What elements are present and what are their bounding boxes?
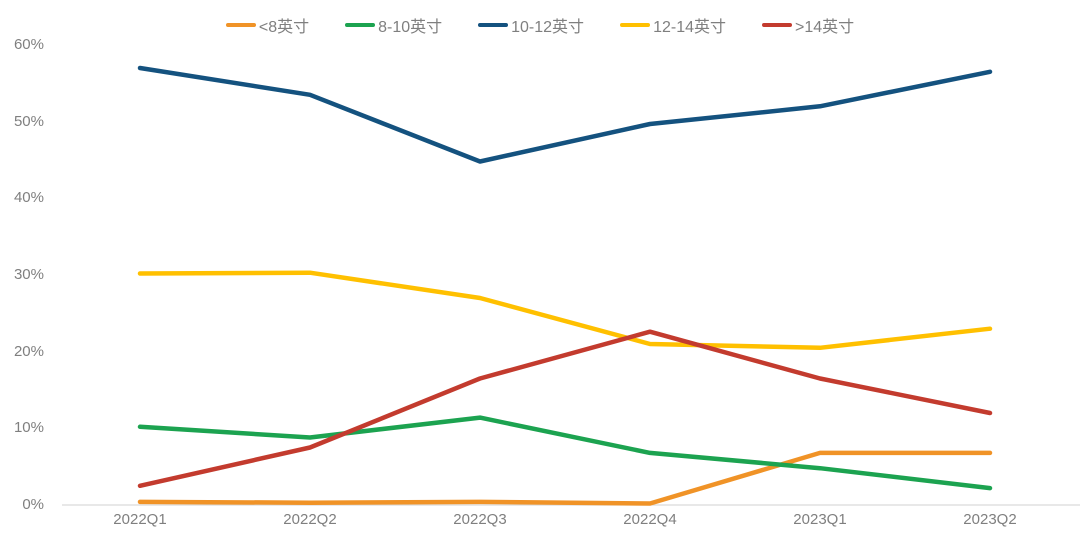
y-axis-tick: 10%	[13, 419, 44, 437]
legend-item-3: 12-14英寸	[620, 13, 726, 37]
x-axis-label: 2023Q1	[793, 511, 847, 528]
legend-swatch-icon	[620, 22, 651, 28]
x-axis-label: 2022Q1	[113, 511, 167, 528]
legend-item-1: 8-10英寸	[345, 13, 442, 37]
y-axis-tick: 20%	[13, 342, 44, 360]
series-line-2	[137, 65, 993, 164]
legend-label: 10-12英寸	[511, 19, 585, 36]
legend-label: <8英寸	[258, 19, 310, 36]
legend-label: >14英寸	[795, 19, 855, 36]
x-axis-label: 2023Q2	[963, 511, 1017, 528]
x-axis-label: 2022Q3	[453, 511, 507, 528]
x-axis-label: 2022Q2	[283, 511, 337, 528]
y-axis-tick: 50%	[13, 112, 44, 130]
legend-item-4: >14英寸	[762, 13, 854, 37]
legend: <8英寸 8-10英寸 10-12英寸 12-14英寸 >14英寸	[0, 13, 1080, 37]
y-axis-tick: 40%	[13, 189, 44, 207]
legend-swatch-icon	[225, 22, 256, 28]
legend-label: 8-10英寸	[378, 19, 443, 36]
series-line-4	[137, 329, 993, 489]
series-line-3	[137, 270, 993, 351]
y-axis-tick: 60%	[13, 36, 44, 53]
y-axis-tick: 0%	[22, 496, 44, 513]
series-line-0	[137, 450, 993, 506]
legend-item-2: 10-12英寸	[478, 13, 584, 37]
legend-swatch-icon	[345, 22, 376, 28]
y-axis-tick: 30%	[13, 266, 44, 283]
x-axis-label: 2022Q4	[623, 511, 677, 528]
legend-item-0: <8英寸	[225, 13, 310, 37]
legend-swatch-icon	[762, 22, 792, 28]
series-line-1	[137, 415, 993, 491]
legend-swatch-icon	[478, 22, 509, 28]
legend-label: 12-14英寸	[653, 19, 726, 36]
